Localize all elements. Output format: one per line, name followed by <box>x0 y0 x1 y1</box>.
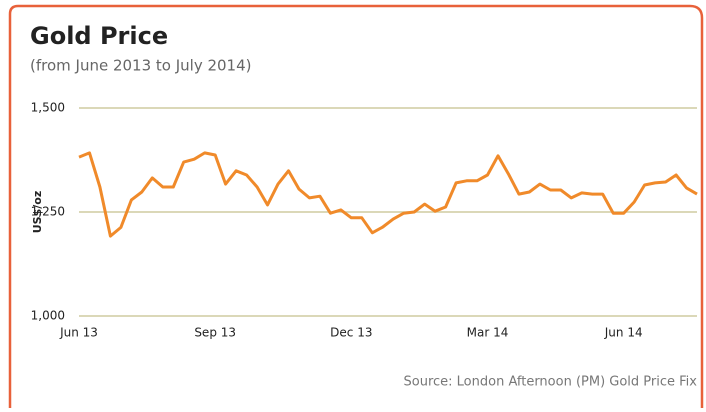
source-note: Source: London Afternoon (PM) Gold Price… <box>404 375 698 390</box>
chart-title: Gold Price <box>30 22 168 50</box>
chart-subtitle: (from June 2013 to July 2014) <box>30 57 252 75</box>
x-tick-label: Mar 14 <box>467 326 509 340</box>
card-border <box>8 4 704 408</box>
x-tick-label: Jun 13 <box>59 326 98 340</box>
x-tick-label: Sep 13 <box>194 326 236 340</box>
y-tick-label: 1,250 <box>31 205 65 219</box>
y-tick-label: 1,500 <box>31 101 65 115</box>
x-tick-label: Jun 14 <box>604 326 643 340</box>
y-axis-label: US$/oz <box>31 191 44 234</box>
x-tick-label: Dec 13 <box>330 326 372 340</box>
price-line <box>78 151 698 238</box>
y-tick-label: 1,000 <box>31 309 65 323</box>
